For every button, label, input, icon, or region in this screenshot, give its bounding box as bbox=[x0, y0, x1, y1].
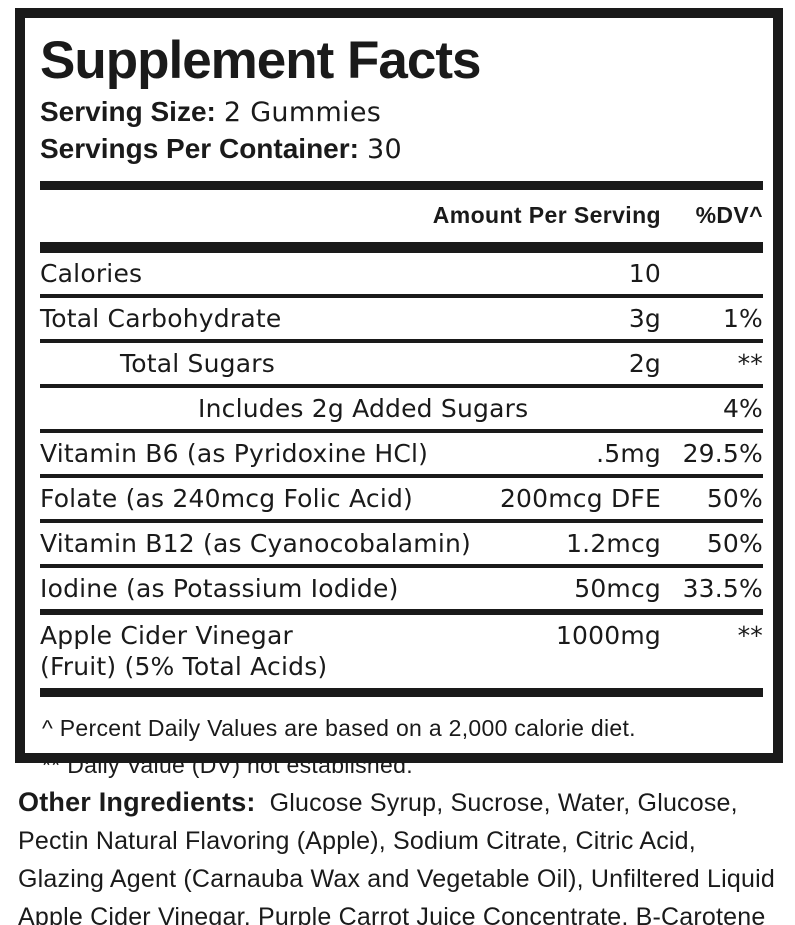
table-row-folate: Folate (as 240mcg Folic Acid) 200mcg DFE… bbox=[40, 474, 763, 519]
nutrient-dv: 33.5% bbox=[682, 574, 763, 603]
nutrient-name: Calories bbox=[40, 259, 143, 288]
footnote-daily-values: ^ Percent Daily Values are based on a 2,… bbox=[42, 715, 636, 741]
percent-dv-header: %DV^ bbox=[695, 202, 763, 228]
table-row-vitamin-b12: Vitamin B12 (as Cyanocobalamin) 1.2mcg 5… bbox=[40, 519, 763, 564]
serving-size-label: Serving Size: bbox=[40, 96, 216, 127]
nutrient-name: Vitamin B12 (as Cyanocobalamin) bbox=[40, 529, 471, 558]
serving-size-value: 2 Gummies bbox=[223, 97, 382, 128]
table-row-added-sugars: Includes 2g Added Sugars 4% bbox=[40, 384, 763, 429]
nutrient-amount: 10 bbox=[628, 259, 661, 288]
nutrient-name: Total Sugars bbox=[120, 349, 275, 378]
nutrient-amount: .5mg bbox=[596, 439, 661, 468]
nutrient-name: Vitamin B6 (as Pyridoxine HCl) bbox=[40, 439, 429, 468]
nutrient-dv: 50% bbox=[706, 529, 763, 558]
nutrient-amount: 3g bbox=[628, 304, 661, 333]
table-row-total-carbohydrate: Total Carbohydrate 3g 1% bbox=[40, 294, 763, 339]
table-row-iodine: Iodine (as Potassium Iodide) 50mcg 33.5% bbox=[40, 564, 763, 609]
divider-thick bbox=[40, 181, 763, 190]
servings-per-container-line: Servings Per Container: 30 bbox=[40, 131, 763, 168]
panel-title: Supplement Facts bbox=[40, 31, 481, 90]
nutrient-dv: 50% bbox=[706, 484, 763, 513]
amount-per-serving-header: Amount Per Serving bbox=[432, 202, 661, 228]
other-ingredients-label: Other Ingredients: bbox=[18, 787, 256, 817]
other-ingredients-paragraph: Other Ingredients: Glucose Syrup, Sucrose… bbox=[18, 783, 785, 925]
nutrient-name-line2: (Fruit) (5% Total Acids) bbox=[40, 652, 328, 681]
nutrient-amount: 1000mg bbox=[555, 621, 661, 650]
table-row-vitamin-b6: Vitamin B6 (as Pyridoxine HCl) .5mg 29.5… bbox=[40, 429, 763, 474]
nutrient-amount: 1.2mcg bbox=[566, 529, 661, 558]
other-ingredients-text: Glucose Syrup, Sucrose, Water, Glucose, … bbox=[18, 789, 775, 925]
table-row-calories: Calories 10 bbox=[40, 253, 763, 294]
nutrient-dv: 1% bbox=[722, 304, 763, 333]
nutrient-amount: 200mcg DFE bbox=[499, 484, 661, 513]
nutrient-dv: ** bbox=[737, 349, 763, 378]
nutrient-dv: 29.5% bbox=[682, 439, 763, 468]
nutrient-name-line1: Apple Cider Vinegar bbox=[40, 621, 293, 650]
nutrient-name: Iodine (as Potassium Iodide) bbox=[40, 574, 399, 603]
table-row-total-sugars: Total Sugars 2g ** bbox=[40, 339, 763, 384]
divider-thick bbox=[40, 242, 763, 253]
nutrient-dv: ** bbox=[737, 621, 763, 650]
nutrient-name: Folate (as 240mcg Folic Acid) bbox=[40, 484, 413, 513]
table-header-row: Amount Per Serving %DV^ bbox=[40, 190, 763, 242]
nutrient-name: Apple Cider Vinegar (Fruit) (5% Total Ac… bbox=[40, 620, 556, 682]
nutrient-table: Calories 10 Total Carbohydrate 3g 1% Tot… bbox=[40, 253, 763, 687]
nutrient-dv: 4% bbox=[722, 394, 763, 423]
footnotes: ^ Percent Daily Values are based on a 2,… bbox=[40, 688, 763, 784]
nutrient-amount: 50mcg bbox=[574, 574, 661, 603]
serving-size-line: Serving Size: 2 Gummies bbox=[40, 94, 763, 131]
supplement-facts-panel: Supplement Facts Serving Size: 2 Gummies … bbox=[15, 8, 783, 778]
nutrient-amount: 2g bbox=[628, 349, 661, 378]
footnote-dv-not-established: ** Daily Value (DV) not established. bbox=[42, 752, 413, 778]
nutrient-name: Total Carbohydrate bbox=[40, 304, 282, 333]
servings-per-container-value: 30 bbox=[366, 134, 402, 165]
nutrient-name: Includes 2g Added Sugars bbox=[198, 394, 529, 423]
servings-per-container-label: Servings Per Container: bbox=[40, 133, 359, 164]
table-row-apple-cider-vinegar: Apple Cider Vinegar (Fruit) (5% Total Ac… bbox=[40, 609, 763, 687]
